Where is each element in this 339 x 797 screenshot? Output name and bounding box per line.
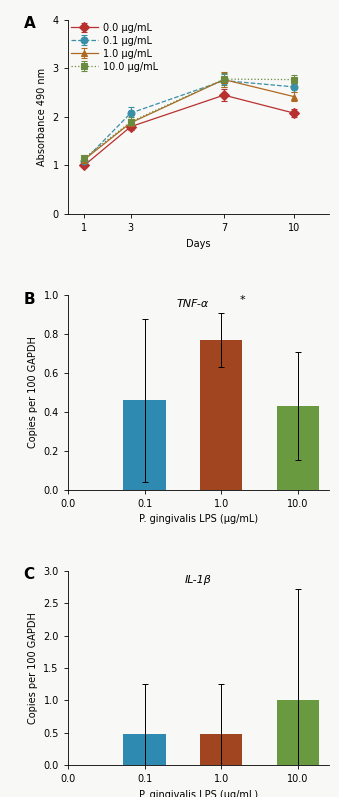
- Y-axis label: Copies per 100 GAPDH: Copies per 100 GAPDH: [28, 612, 38, 724]
- Text: A: A: [23, 16, 35, 31]
- Bar: [200, 734, 242, 765]
- Bar: [123, 400, 166, 489]
- Bar: [200, 340, 242, 489]
- Text: TNF-α: TNF-α: [177, 300, 209, 309]
- Bar: [277, 406, 319, 489]
- Y-axis label: Copies per 100 GAPDH: Copies per 100 GAPDH: [28, 336, 38, 449]
- Text: B: B: [23, 292, 35, 307]
- Legend: 0.0 μg/mL, 0.1 μg/mL, 1.0 μg/mL, 10.0 μg/mL: 0.0 μg/mL, 0.1 μg/mL, 1.0 μg/mL, 10.0 μg…: [71, 23, 158, 72]
- X-axis label: P. gingivalis LPS (μg/mL): P. gingivalis LPS (μg/mL): [139, 514, 258, 524]
- Bar: [277, 701, 319, 765]
- Text: C: C: [23, 567, 35, 582]
- Y-axis label: Absorbance 490 nm: Absorbance 490 nm: [37, 68, 47, 166]
- Bar: [123, 734, 166, 765]
- Text: IL-1β: IL-1β: [185, 575, 212, 585]
- X-axis label: P. gingivalis LPS (μg/mL): P. gingivalis LPS (μg/mL): [139, 790, 258, 797]
- X-axis label: Days: Days: [186, 238, 211, 249]
- Text: *: *: [240, 295, 245, 305]
